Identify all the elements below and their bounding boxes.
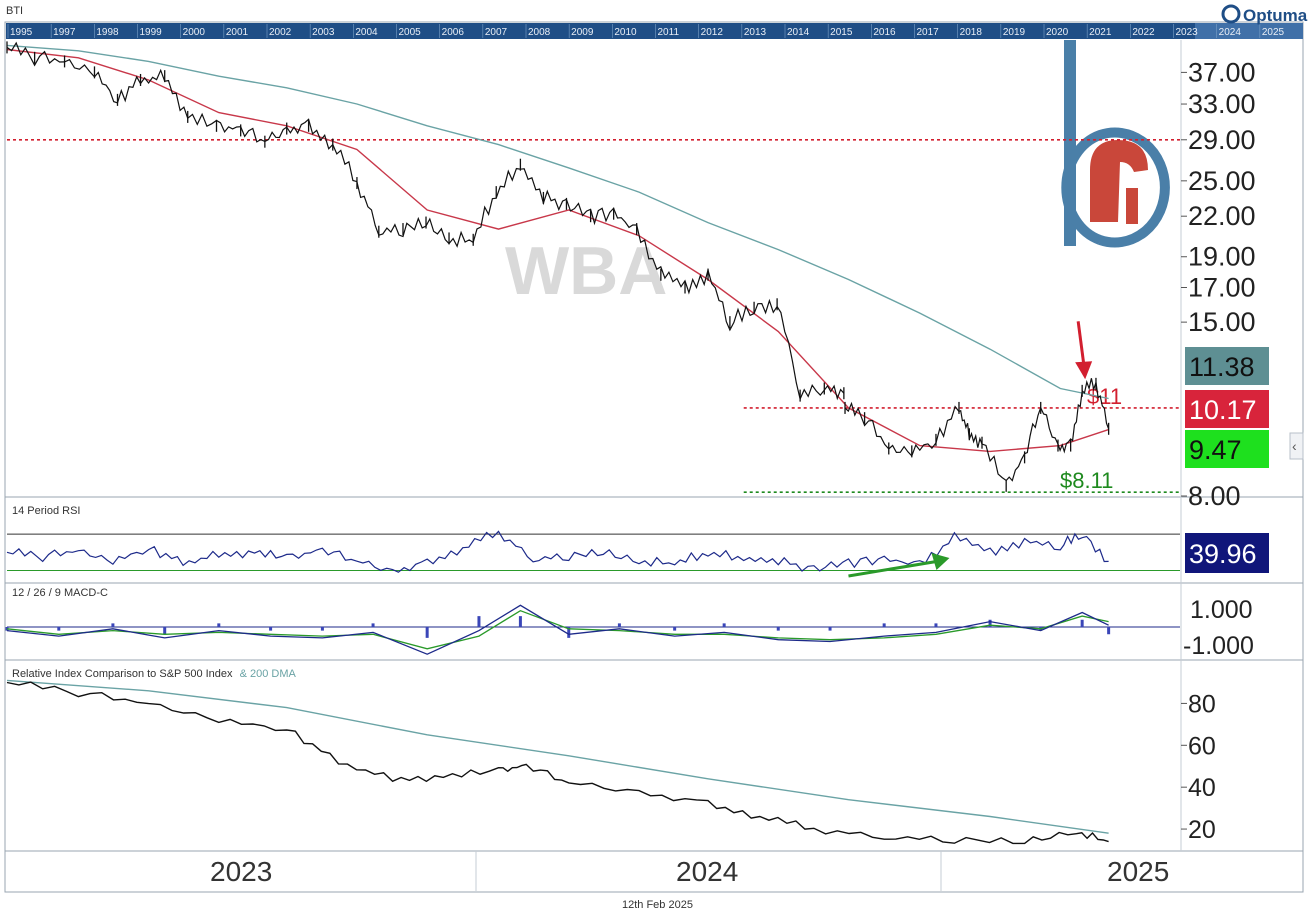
macd-title: 12 / 26 / 9 MACD-C	[12, 587, 108, 599]
timeline-year-label: 2013	[744, 27, 767, 38]
timeline-year-label: 2017	[917, 27, 940, 38]
publisher-logo	[1061, 40, 1170, 248]
price-value-tag	[1185, 430, 1269, 468]
timeline-year-label: 2010	[614, 27, 637, 38]
up-arrow-head-icon	[931, 553, 950, 570]
x-axis-year-label: 2025	[1107, 856, 1169, 887]
price-tick-label: 22.00	[1188, 201, 1256, 231]
price-tick-label: 19.00	[1188, 242, 1256, 272]
price-tick-label: 25.00	[1188, 166, 1256, 196]
rsi-title: 14 Period RSI	[12, 505, 80, 517]
timeline-year-label: 1995	[10, 27, 33, 38]
chart-frame	[4, 21, 1304, 893]
price-value-tag-label: 11.38	[1189, 352, 1255, 382]
up-arrow-icon	[848, 559, 940, 578]
price-level-label: $11	[1087, 384, 1122, 409]
timeline-year-label: 2015	[830, 27, 853, 38]
relative-title-main: Relative Index Comparison to S&P 500 Ind…	[12, 668, 233, 680]
timeline-year-label: 2003	[312, 27, 335, 38]
timeline-year-label: 2024	[1219, 27, 1242, 38]
timeline-year-label: 2020	[1046, 27, 1069, 38]
rsi-line	[6, 530, 1109, 573]
timeline-year-label: 2000	[183, 27, 206, 38]
ma-long-line	[6, 44, 1109, 400]
timeline-year-label: 1998	[96, 27, 119, 38]
price-tick-label: 37.00	[1188, 57, 1256, 87]
optuma-logo-icon	[1221, 4, 1241, 24]
collapse-panel-button[interactable]: ‹	[1289, 432, 1304, 460]
macd-tick-label: -1.000	[1183, 632, 1254, 660]
macd-tick-label: 1.000	[1190, 596, 1253, 624]
down-arrow-icon	[1076, 321, 1086, 368]
timeline-year-label: 2011	[658, 27, 680, 38]
optuma-brand: Optuma	[1221, 4, 1308, 25]
timeline-year-label: 2021	[1089, 27, 1112, 38]
timeline-year-label: 2018	[960, 27, 983, 38]
relative-tick-label: 40	[1188, 774, 1216, 802]
timeline-year-label: 1997	[53, 27, 76, 38]
macd-line	[6, 604, 1109, 655]
relative-title: Relative Index Comparison to S&P 500 Ind…	[12, 668, 297, 680]
price-tick-label: 8.00	[1188, 481, 1241, 511]
timeline-year-label: 2008	[528, 27, 551, 38]
relative-tick-label: 60	[1188, 732, 1216, 760]
timeline-year-label: 2016	[873, 27, 896, 38]
timeline-strip[interactable]: 1995 1997 1998 1999 2000 2001 2002 2003 2004 2005…	[6, 23, 1303, 39]
price-value-tag-label: 9.47	[1189, 435, 1242, 465]
timeline-year-label: 2019	[1003, 27, 1026, 38]
rsi-value-tag-label: 39.96	[1189, 539, 1257, 569]
price-tick-label: 17.00	[1188, 273, 1256, 303]
price-value-tag-label: 10.17	[1189, 395, 1257, 425]
price-series-line	[844, 378, 1110, 482]
timeline-year-label: 2012	[701, 27, 724, 38]
timeline-year-label: 2022	[1132, 27, 1155, 38]
ma-short-line	[6, 48, 1109, 453]
timeline-year-label: 2014	[787, 27, 810, 38]
relative-title-suffix: & 200 DMA	[240, 668, 297, 680]
chevron-left-icon: ‹	[1292, 438, 1297, 454]
timeline-year-label: 2007	[485, 27, 508, 38]
timeline-year-label: 2025	[1262, 27, 1285, 38]
timeline-strip-bg	[6, 23, 1303, 39]
timeline-year-label: 2001	[226, 27, 249, 38]
timeline-year-label: 2004	[355, 27, 378, 38]
price-tick-label: 29.00	[1188, 125, 1256, 155]
relative-line	[6, 681, 1109, 845]
footer-date: 12th Feb 2025	[622, 899, 693, 911]
relative-tick-label: 80	[1188, 690, 1216, 718]
timeline-year-label: 2005	[399, 27, 422, 38]
timeline-year-label: 2023	[1176, 27, 1199, 38]
price-tick-label: 33.00	[1188, 89, 1256, 119]
timeline-year-label: 2002	[269, 27, 292, 38]
price-level-label: $8.11	[1060, 468, 1113, 493]
relative-tick-label: 20	[1188, 816, 1216, 844]
down-arrow-head-icon	[1075, 361, 1093, 380]
ticker-label: BTI	[6, 5, 23, 17]
x-axis-year-label: 2024	[676, 856, 738, 887]
timeline-year-label: 2009	[571, 27, 594, 38]
price-value-tag	[1185, 390, 1269, 428]
timeline-year-label: 1999	[140, 27, 163, 38]
watermark: WBA	[505, 233, 667, 309]
x-axis-year-label: 2023	[210, 856, 272, 887]
timeline-year-label: 2006	[442, 27, 465, 38]
timeline-strip-highlight	[1195, 23, 1303, 39]
relative-dma-line	[6, 679, 1109, 834]
brand-name: Optuma	[1243, 6, 1308, 25]
price-tick-label: 15.00	[1188, 307, 1256, 337]
price-series-line	[6, 41, 845, 401]
price-value-tag	[1185, 347, 1269, 385]
rsi-value-tag	[1185, 533, 1269, 573]
